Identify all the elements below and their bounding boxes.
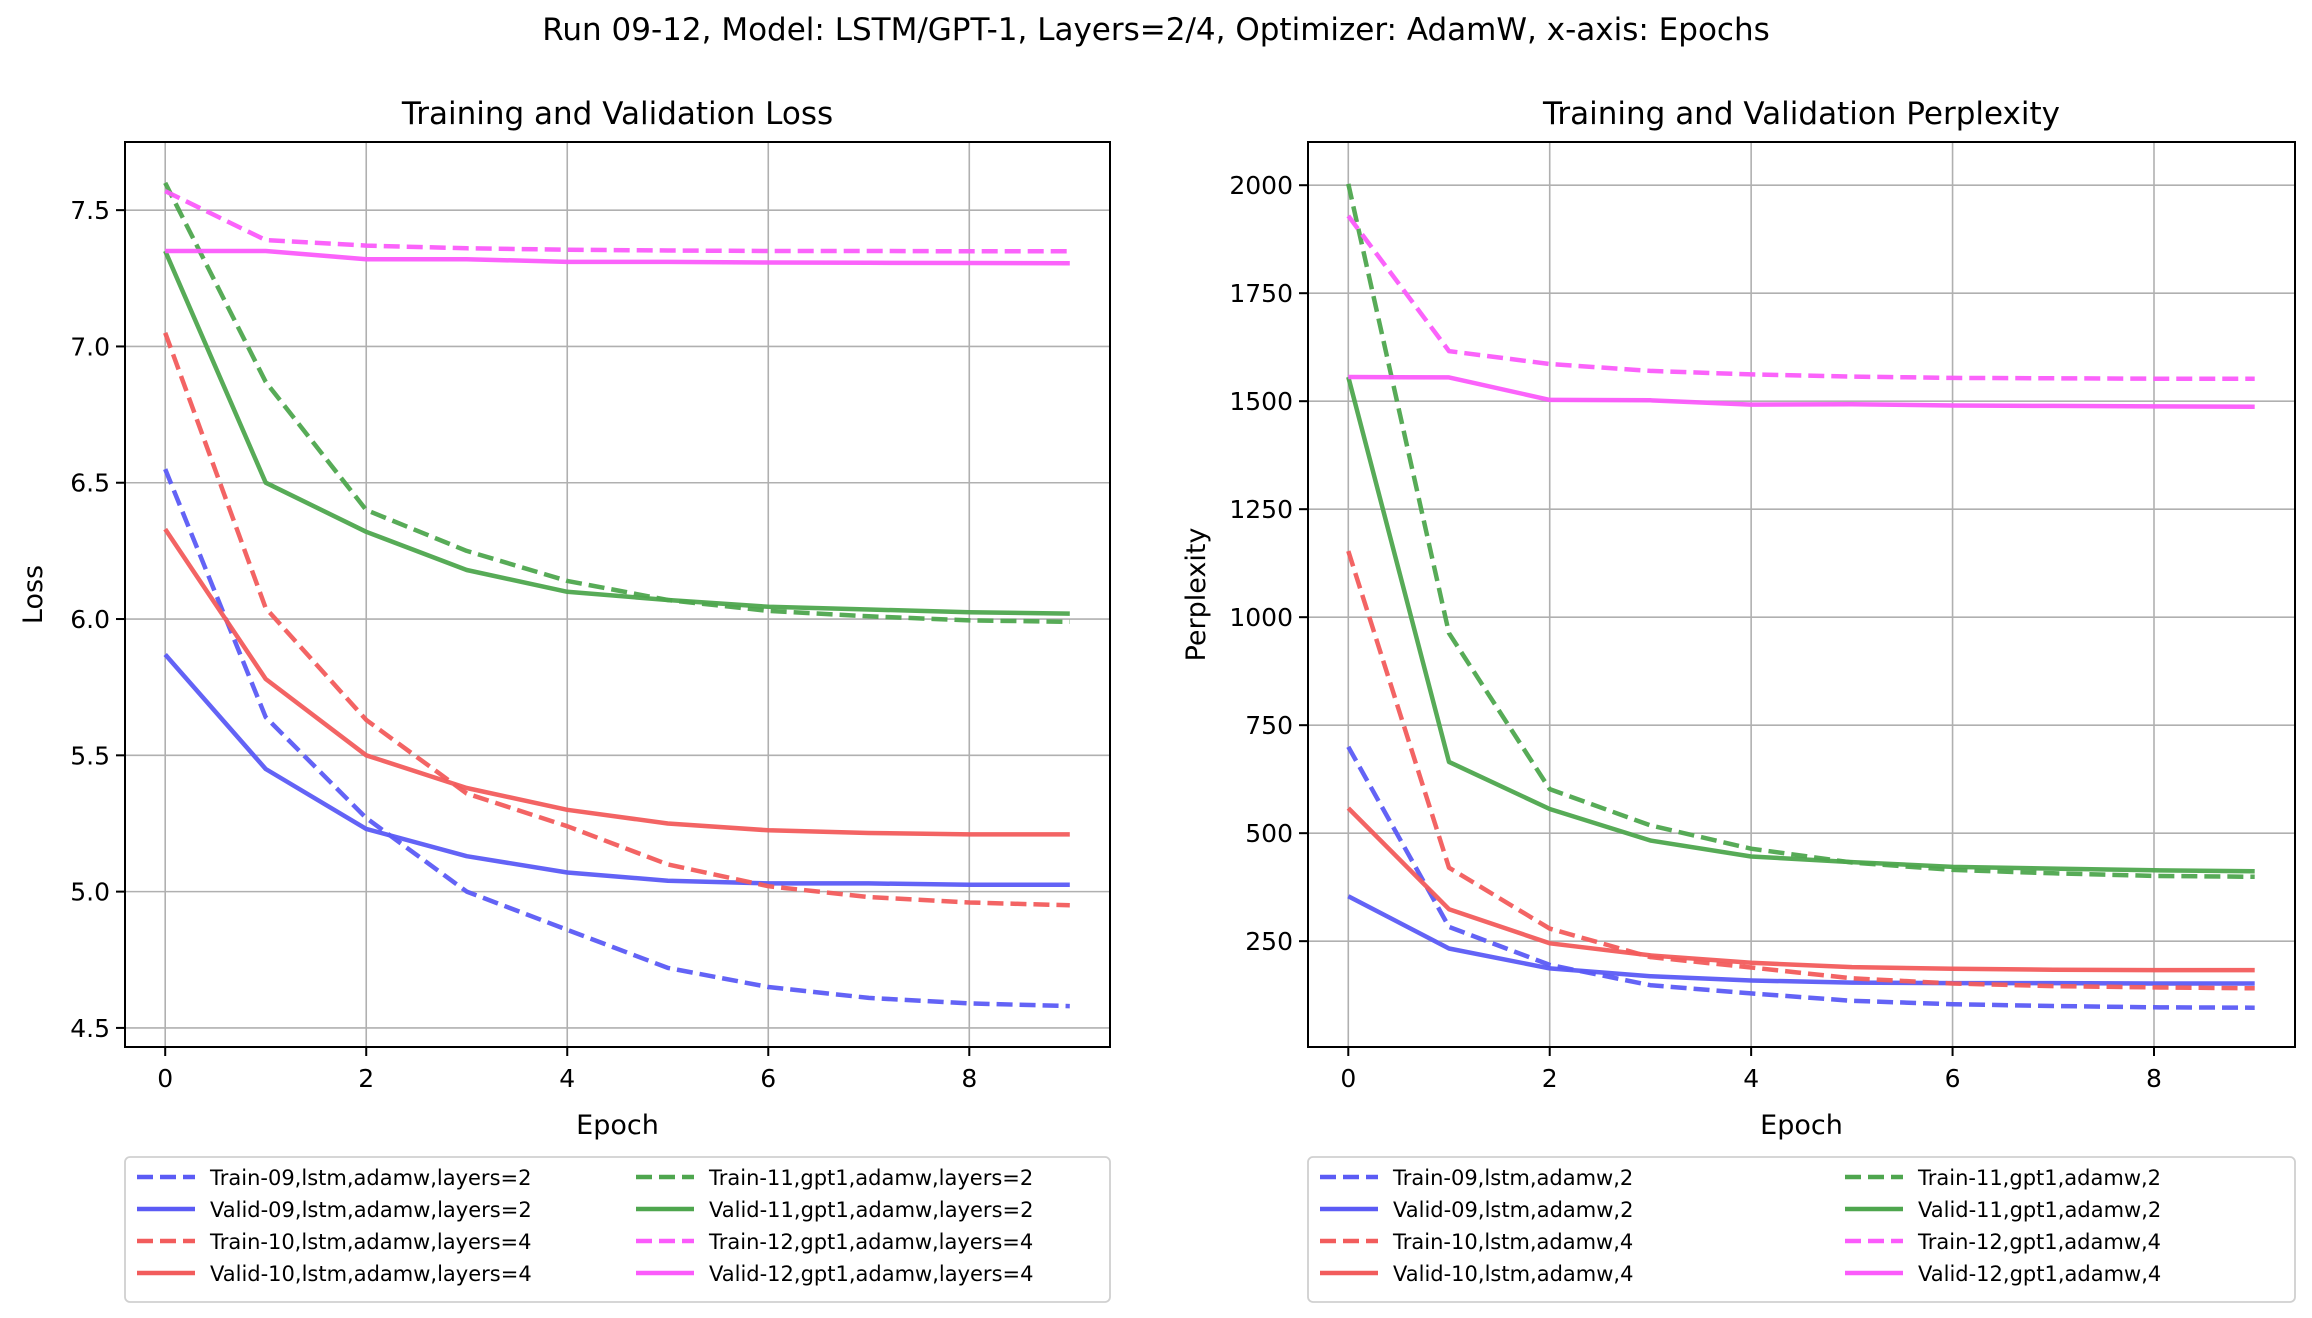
chart1-y-tick-label: 7.0	[70, 332, 110, 361]
chart1-series-1-line	[163, 468, 1070, 1009]
chart2-title: Training and Validation Perplexity	[1542, 96, 2060, 132]
chart1-series-5-line	[163, 181, 1070, 625]
chart1-legend-label-7: Train-12,gpt1,adamw,layers=4	[708, 1230, 1033, 1254]
figure-title: Run 09-12, Model: LSTM/GPT-1, Layers=2/4…	[542, 12, 1770, 48]
chart1-series-2-line	[163, 653, 1070, 888]
chart2-series-5-line	[1346, 183, 2255, 880]
chart2-x-tick-label: 4	[1743, 1064, 1759, 1093]
chart2-y-tick-label: 1750	[1229, 279, 1293, 308]
chart2-x-axis-label: Epoch	[1760, 1110, 1843, 1141]
chart1-y-tick-label: 7.5	[70, 196, 110, 225]
chart1-y-tick-label: 6.5	[70, 469, 110, 498]
chart2-series-3-line	[1346, 550, 2255, 991]
chart1-legend-label-4: Valid-10,lstm,adamw,layers=4	[210, 1262, 532, 1286]
chart1-legend-label-5: Train-11,gpt1,adamw,layers=2	[708, 1166, 1033, 1190]
chart2-series-4-line	[1346, 806, 2255, 973]
chart1-y-tick-label: 5.5	[70, 741, 110, 770]
chart2-legend-label-8: Valid-12,gpt1,adamw,4	[1918, 1262, 2161, 1286]
chart1-legend-label-8: Valid-12,gpt1,adamw,layers=4	[709, 1262, 1033, 1286]
chart2-legend-label-4: Valid-10,lstm,adamw,4	[1393, 1262, 1633, 1286]
chart2-legend-box	[1307, 1156, 2296, 1303]
chart1-title: Training and Validation Loss	[401, 96, 833, 132]
chart2-x-tick-label: 8	[2146, 1064, 2162, 1093]
chart1-legend-label-3: Train-10,lstm,adamw,layers=4	[209, 1230, 531, 1254]
chart2-series-7-line	[1346, 214, 2255, 381]
chart2-x-tick-label: 0	[1340, 1064, 1356, 1093]
chart2-x-tick-label: 6	[1945, 1064, 1961, 1093]
chart1-series-4-line	[163, 527, 1070, 837]
chart2-y-tick-label: 750	[1245, 711, 1293, 740]
chart2-legend-label-5: Train-11,gpt1,adamw,2	[1917, 1166, 2161, 1190]
chart1-x-tick-label: 8	[961, 1064, 977, 1093]
chart1-x-axis-label: Epoch	[576, 1110, 659, 1141]
chart1-plot-frame	[124, 141, 1111, 1048]
chart2-y-tick-label: 1500	[1229, 387, 1293, 416]
chart2-legend-label-6: Valid-11,gpt1,adamw,2	[1918, 1198, 2161, 1222]
chart1-legend-box	[124, 1156, 1111, 1303]
chart2-series-1-line	[1346, 745, 2255, 1010]
chart2-series-8-line	[1348, 374, 2255, 410]
chart2-y-tick-label: 2000	[1229, 171, 1293, 200]
chart1-series-7-line	[164, 189, 1070, 254]
chart1-x-tick-label: 2	[358, 1064, 374, 1093]
chart2-legend-label-1: Train-09,lstm,adamw,2	[1392, 1166, 1633, 1190]
chart2-legend-label-3: Train-10,lstm,adamw,4	[1392, 1230, 1633, 1254]
chart2-y-tick-label: 250	[1245, 927, 1293, 956]
chart2-plot-frame	[1307, 141, 2296, 1048]
chart1-x-tick-label: 6	[760, 1064, 776, 1093]
chart2-y-axis-label: Perplexity	[1181, 528, 1212, 662]
chart2-series-6-line	[1346, 376, 2255, 874]
chart2-legend-label-7: Train-12,gpt1,adamw,4	[1917, 1230, 2161, 1254]
chart1-y-tick-label: 6.0	[70, 605, 110, 634]
chart1-x-tick-label: 4	[559, 1064, 575, 1093]
chart2-y-tick-label: 1250	[1229, 495, 1293, 524]
chart1-y-tick-label: 4.5	[70, 1014, 110, 1043]
chart2-legend-label-2: Valid-09,lstm,adamw,2	[1393, 1198, 1633, 1222]
chart2-y-tick-label: 500	[1245, 819, 1293, 848]
chart1-legend-label-1: Train-09,lstm,adamw,layers=2	[209, 1166, 531, 1190]
chart1-legend-label-6: Valid-11,gpt1,adamw,layers=2	[709, 1198, 1033, 1222]
chart1-series-6-line	[163, 250, 1070, 616]
chart1-x-tick-label: 0	[157, 1064, 173, 1093]
chart1-series-3-line	[163, 332, 1070, 908]
chart2-x-tick-label: 2	[1542, 1064, 1558, 1093]
chart1-y-axis-label: Loss	[18, 565, 49, 624]
chart1-legend-label-2: Valid-09,lstm,adamw,layers=2	[210, 1198, 532, 1222]
chart1-series-8-line	[165, 248, 1070, 266]
chart2-series-2-line	[1347, 894, 2255, 986]
chart2-y-tick-label: 1000	[1229, 603, 1293, 632]
chart1-y-tick-label: 5.0	[70, 878, 110, 907]
